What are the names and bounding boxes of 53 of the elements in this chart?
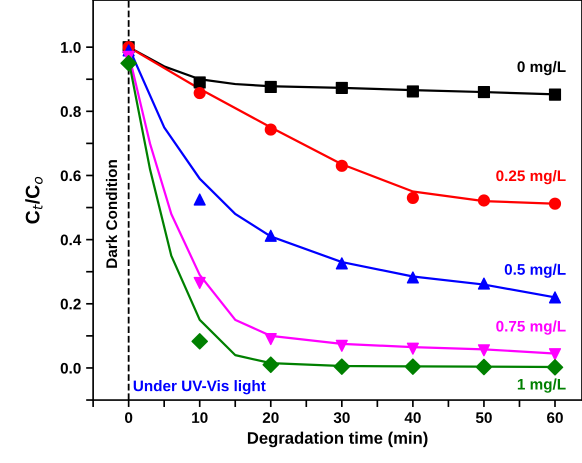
y-axis-title: C$_{t}$/C$_{o}$ <box>25 176 43 224</box>
point <box>476 358 492 376</box>
point <box>264 230 277 242</box>
ref-line-label: Dark Condition <box>106 160 118 268</box>
x-tick-label: 50 <box>476 412 492 424</box>
point <box>548 198 562 210</box>
point <box>478 194 490 207</box>
point <box>406 85 419 98</box>
y-tick-label: 0.4 <box>60 234 82 246</box>
point <box>194 276 206 290</box>
point <box>336 257 348 270</box>
x-axis-title: Degradation time (min) <box>248 432 428 448</box>
point <box>406 271 419 284</box>
y-tick-label: 1.0 <box>61 42 81 53</box>
series-label: 1 mg/L <box>518 378 566 393</box>
point <box>548 291 562 304</box>
series-label: 0 mg/L <box>517 60 566 76</box>
point <box>264 80 277 94</box>
x-tick-label: 60 <box>547 412 563 424</box>
point <box>548 88 562 101</box>
point <box>194 76 206 89</box>
point <box>406 192 419 204</box>
x-tick-label: 30 <box>334 412 350 424</box>
point <box>336 160 348 172</box>
y-tick-label: 0.8 <box>60 106 81 117</box>
x-tick-label: 10 <box>192 412 208 424</box>
point <box>194 86 206 100</box>
point <box>262 356 280 374</box>
point <box>548 348 562 360</box>
point <box>336 82 348 94</box>
point <box>264 333 277 346</box>
point <box>334 358 350 375</box>
series-label: 0.75 mg/L <box>496 320 566 335</box>
point <box>406 342 419 355</box>
point <box>120 54 137 72</box>
point <box>478 86 490 98</box>
point <box>191 333 208 350</box>
point <box>264 124 277 136</box>
x-tick-label: 20 <box>262 412 279 424</box>
x-tick-label: 40 <box>404 412 421 424</box>
series-label: 0.25 mg/L <box>496 170 566 184</box>
point <box>404 358 422 375</box>
point <box>478 344 490 356</box>
point <box>336 340 348 352</box>
y-tick-label: 0.2 <box>60 298 81 310</box>
annotation: Under UV-Vis light <box>134 380 266 394</box>
y-tick-label: 0.6 <box>60 170 81 182</box>
point <box>194 193 206 206</box>
point <box>478 278 490 290</box>
series-label: 0.5 mg/L <box>504 264 566 278</box>
point <box>546 359 564 376</box>
y-tick-label: 0.0 <box>60 362 81 374</box>
x-tick-label: 0 <box>125 412 132 424</box>
